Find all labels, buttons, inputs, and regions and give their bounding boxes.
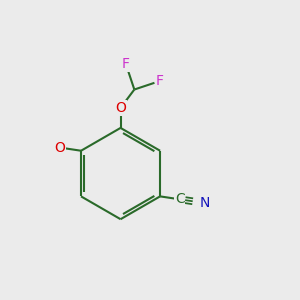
Text: C: C	[175, 192, 185, 206]
Text: O: O	[115, 101, 126, 115]
Text: F: F	[122, 57, 130, 71]
Text: N: N	[199, 196, 209, 210]
Text: F: F	[155, 74, 164, 88]
Text: O: O	[55, 141, 65, 154]
